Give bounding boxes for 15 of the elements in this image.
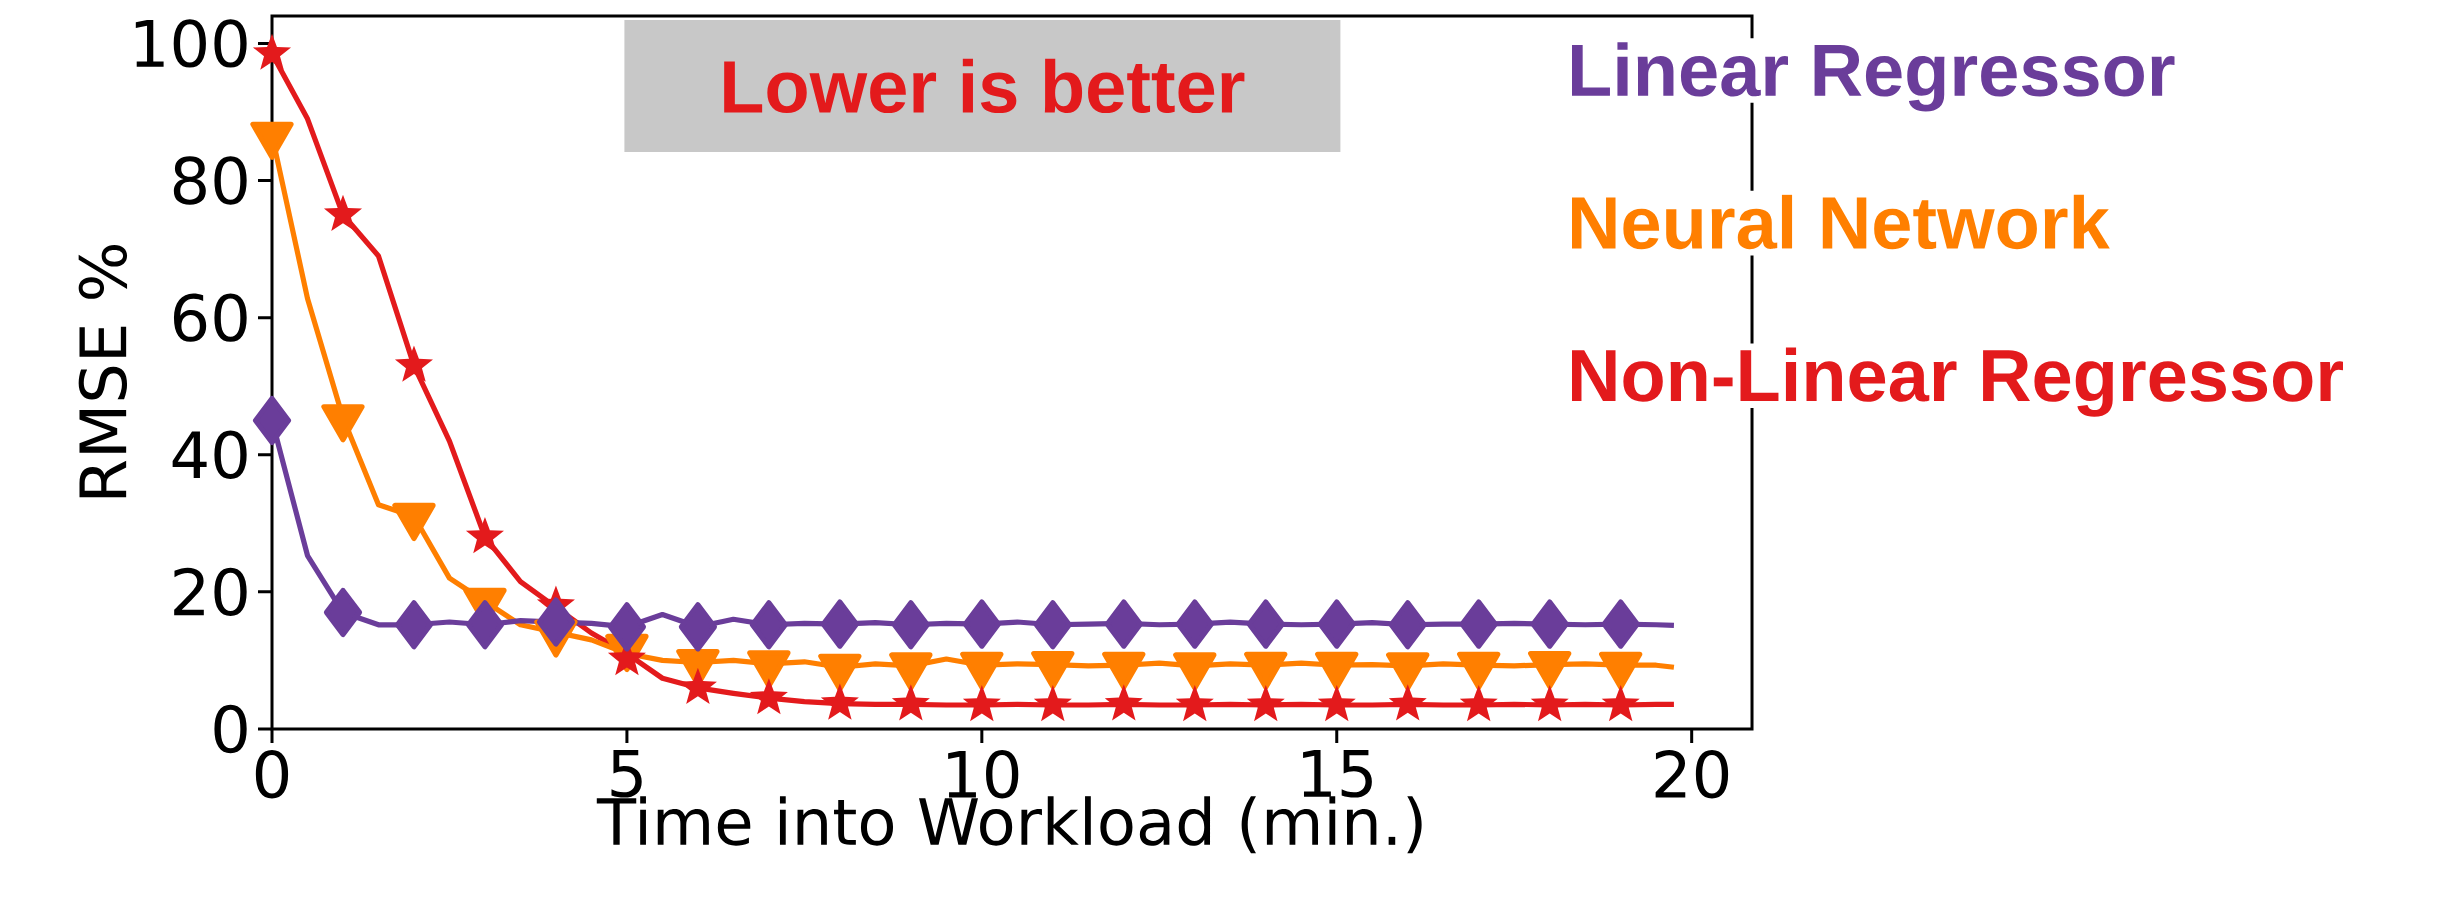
y-axis-title: RMSE %: [78, 245, 128, 498]
text: Linear Regressor: [1572, 42, 2175, 112]
x-tick-label: 0: [255, 750, 289, 799]
x-tick-label: 20: [1655, 750, 1729, 799]
y-tick-label: 80: [173, 156, 247, 205]
y-tick-label: 40: [172, 430, 247, 479]
x-tick-label: 5: [611, 750, 642, 798]
y-tick-label: 20: [174, 567, 247, 617]
y-tick-label: 60: [173, 293, 247, 342]
text: Neural Network: [1572, 194, 2110, 250]
x-tick-label: 15: [1303, 750, 1372, 798]
annotation: Lower is better: [724, 58, 1245, 114]
text: Non-Linear Regressor: [1572, 347, 2343, 417]
y-tick-label: 0: [214, 704, 247, 754]
y-tick-label: 100: [135, 19, 247, 68]
